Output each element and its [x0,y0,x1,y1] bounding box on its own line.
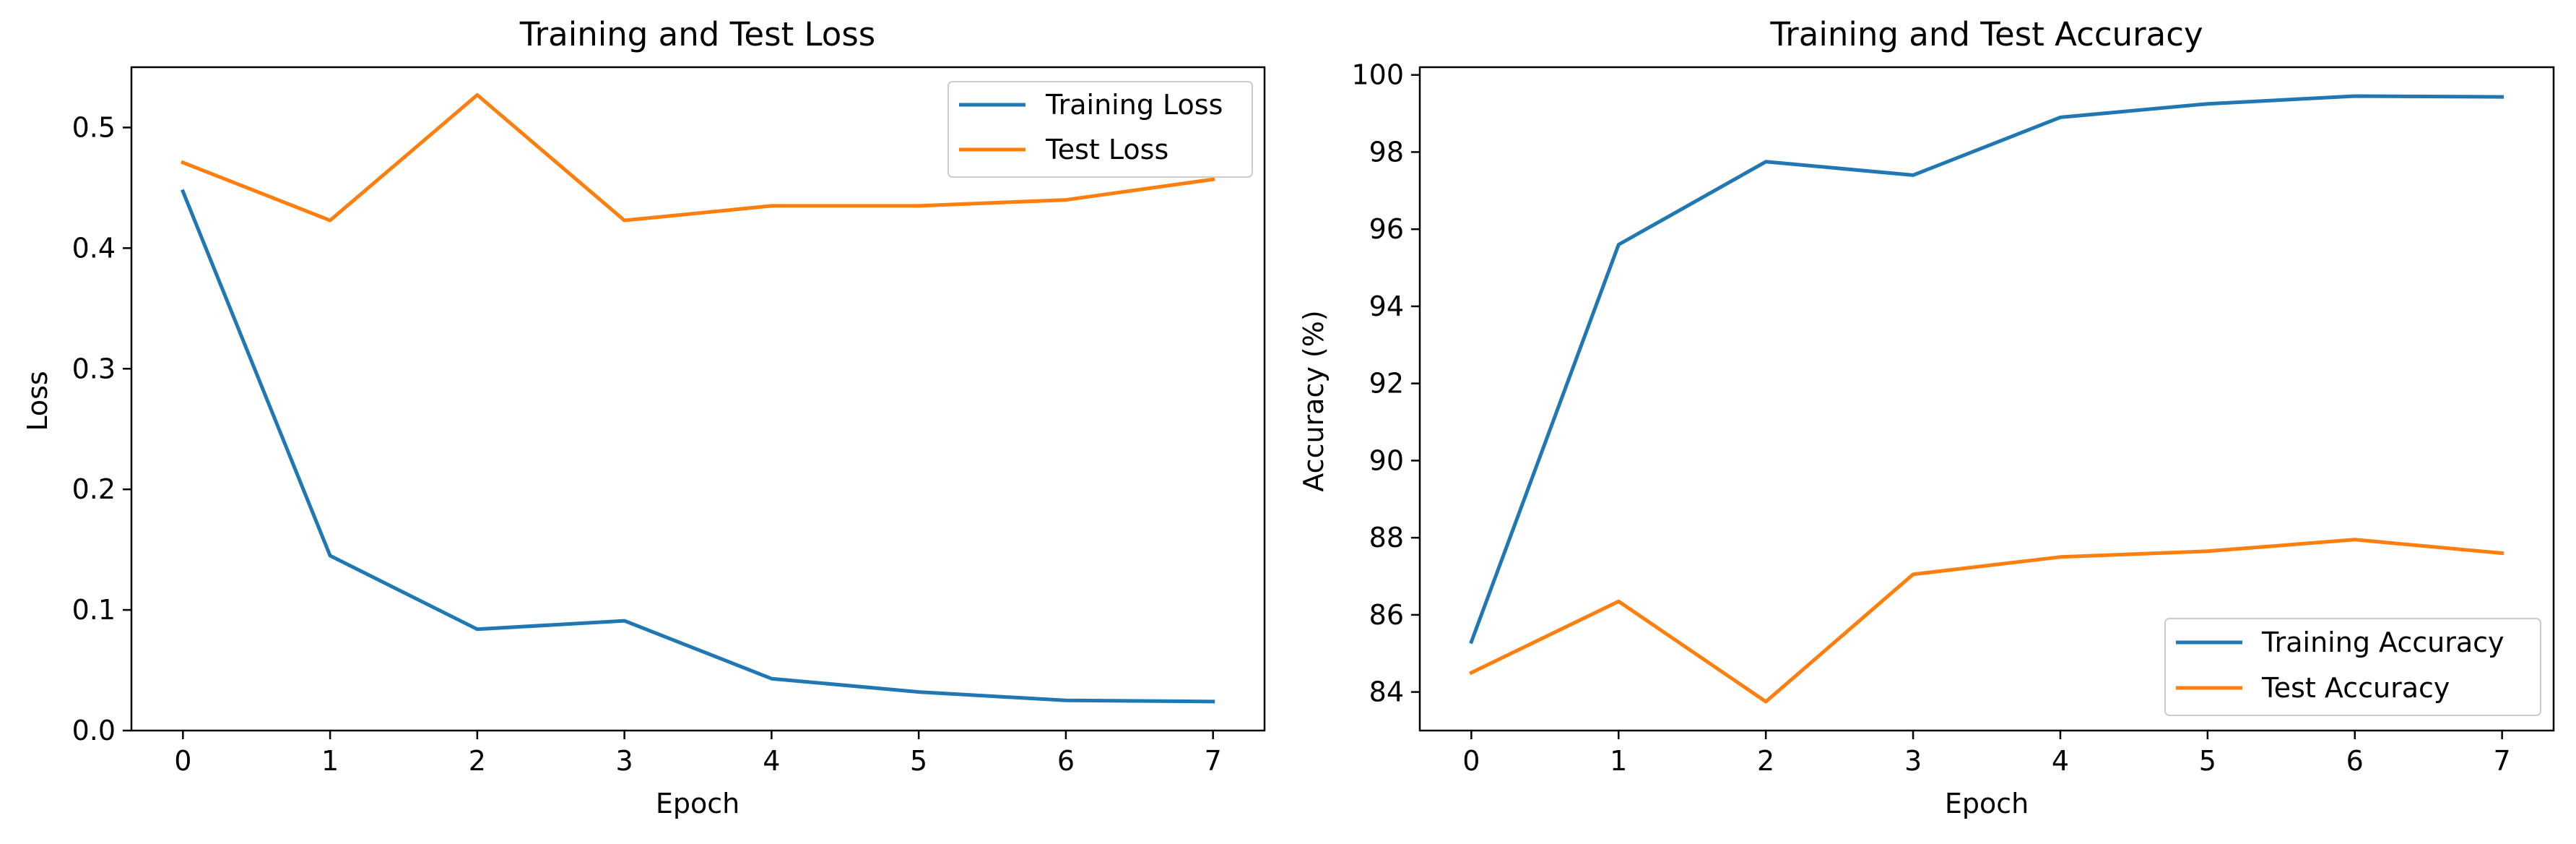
legend-box [2164,618,2541,716]
chart-title: Training and Test Accuracy [1769,15,2203,53]
y-tick-label: 96 [1369,213,1404,245]
y-tick-label: 0.0 [72,715,116,746]
series-line-test-accuracy [1469,538,2505,704]
x-tick-label: 2 [469,745,486,777]
x-tick-label: 1 [321,745,339,777]
x-axis-label: Epoch [656,788,740,819]
x-tick-label: 4 [763,745,780,777]
y-tick-label: 92 [1369,368,1404,400]
legend: Training Accuracy Test Accuracy [2164,618,2541,716]
x-tick-label: 4 [2052,745,2069,777]
x-tick-label: 6 [1057,745,1075,777]
series-line-test-loss [181,92,1215,223]
x-tick-label: 7 [1205,745,1222,777]
chart-title: Training and Test Loss [519,15,875,53]
x-tick-label: 2 [1757,745,1774,777]
y-tick-label: 100 [1351,59,1404,91]
axis-ticks: 0 1 2 3 4 5 6 7 0.0 0.1 0.2 0.3 0.4 0.5 [72,111,1222,777]
legend-label-test-accuracy: Test Accuracy [2261,672,2450,704]
x-tick-label: 0 [1462,745,1480,777]
y-tick-label: 86 [1369,599,1404,631]
x-tick-label: 3 [616,745,633,777]
y-tick-label: 0.4 [72,232,116,264]
y-tick-label: 0.2 [72,473,116,505]
legend-label-training-accuracy: Training Accuracy [2261,626,2505,658]
x-tick-label: 7 [2494,745,2511,777]
y-tick-label: 98 [1369,136,1404,168]
y-tick-label: 94 [1369,290,1404,322]
y-tick-label: 88 [1369,522,1404,554]
legend: Training Loss Test Loss [947,81,1253,178]
series-line-training-accuracy [1469,94,2505,645]
legend-label-training-loss: Training Loss [1045,89,1223,121]
legend-label-test-loss: Test Loss [1045,134,1168,165]
y-tick-label: 90 [1369,444,1404,476]
x-tick-label: 6 [2346,745,2364,777]
series-lines [181,92,1215,704]
x-axis-label: Epoch [1945,788,2029,819]
y-tick-label: 0.3 [72,353,116,384]
series-lines [1469,94,2505,704]
loss-chart: Training and Test Loss Epoch Loss 0 1 2 3 4 5… [22,15,1266,819]
y-tick-label: 84 [1369,676,1404,708]
plot-frame [130,66,1266,732]
y-axis-label: Loss [22,371,53,431]
x-tick-label: 1 [1610,745,1627,777]
plot-frame [1418,66,2555,732]
axis-ticks: 0 1 2 3 4 5 6 7 84 86 88 90 92 94 96 98 100 [1351,59,2510,777]
y-tick-label: 0.1 [72,594,116,626]
x-tick-label: 5 [910,745,927,777]
x-tick-label: 0 [174,745,191,777]
y-axis-label: Accuracy (%) [1298,310,1330,491]
y-tick-label: 0.5 [72,111,116,143]
x-tick-label: 5 [2199,745,2216,777]
series-line-training-loss [181,189,1215,704]
accuracy-chart: Training and Test Accuracy Epoch Accurac… [1298,15,2555,819]
x-tick-label: 3 [1904,745,1922,777]
